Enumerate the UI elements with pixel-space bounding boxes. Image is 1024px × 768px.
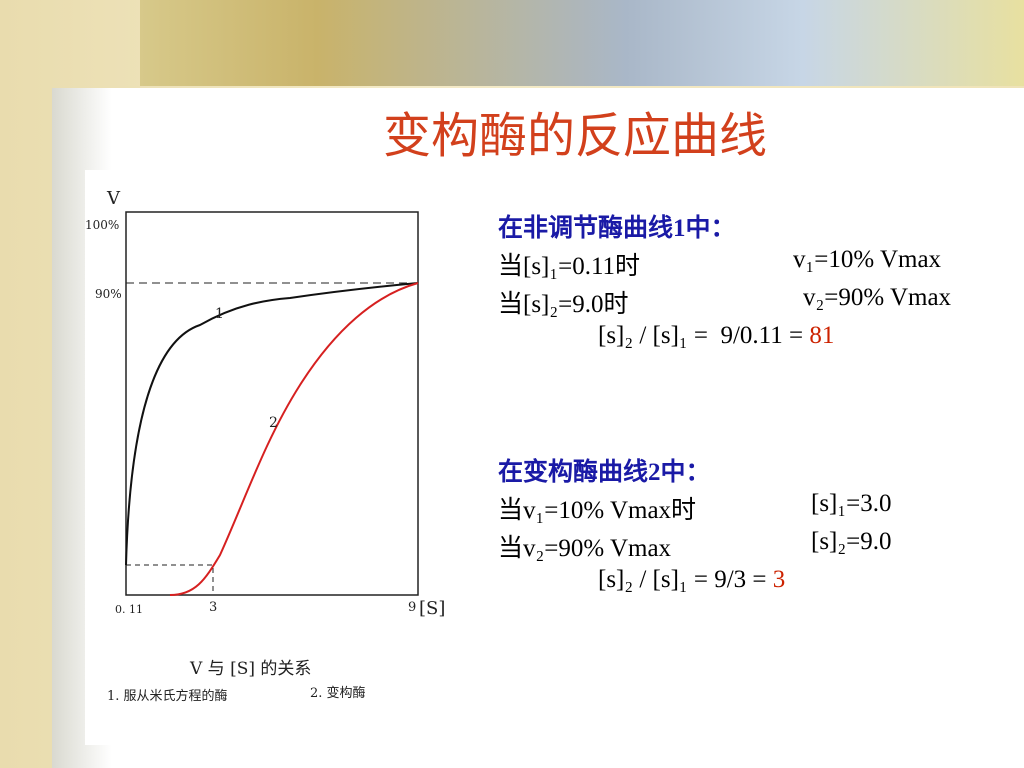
note-text: [s]₂ / [s]₁ = 9/3 = xyxy=(598,566,773,593)
x-label: 3 xyxy=(209,600,217,615)
plot-frame xyxy=(125,211,419,596)
note-text: 当[s]₂=9.0时 xyxy=(498,291,629,318)
y-label-90: 90% xyxy=(95,287,122,301)
note-block: 在非调节酶曲线1中： 当[s]₁=0.11时 v₁=10% Vmax 当[s]₂=… xyxy=(498,208,951,360)
note-ratio: [s]₂ / [s]₁ = 9/3 = 3 xyxy=(498,566,785,604)
note-text: v₁=10% Vmax xyxy=(793,246,942,273)
x-label: 9 xyxy=(408,600,416,615)
curve-label: 2 xyxy=(269,415,278,431)
note-text: 当[s]₁=0.11时 xyxy=(498,253,641,280)
curve-label: 1 xyxy=(215,306,224,322)
y-label-100: 100% xyxy=(85,218,119,232)
note-text: 当v₂=90% Vmax xyxy=(498,535,672,562)
legend-item: 2. 变构酶 xyxy=(310,685,366,701)
title: 变构酶的反应曲线 xyxy=(382,110,767,163)
x-label: 0. 11 xyxy=(115,603,143,616)
note-text: [s]₁=3.0 xyxy=(811,490,892,517)
note-line: 当v₁=10% Vmax时 [s]₁=3.0 xyxy=(498,490,891,528)
banner-image xyxy=(140,0,1024,86)
note-line: 当v₂=90% Vmax [s]₂=9.0 xyxy=(498,528,891,566)
note-text: 当v₁=10% Vmax时 xyxy=(498,497,697,524)
note-text: v₂=90% Vmax xyxy=(803,284,952,311)
note-block: 在变构酶曲线2中： 当v₁=10% Vmax时 [s]₁=3.0 当v₂=90% … xyxy=(498,452,891,604)
note-result: 81 xyxy=(809,322,835,349)
curve-2 xyxy=(169,282,419,596)
y-axis-label: V xyxy=(106,188,121,209)
dash-10 xyxy=(126,564,214,595)
x-axis-label: [S] xyxy=(419,598,445,619)
note-line: 当[s]₂=9.0时 v₂=90% Vmax xyxy=(498,284,951,322)
caption: V 与 [S] 的关系 xyxy=(189,659,311,679)
note-line: 当[s]₁=0.11时 v₁=10% Vmax xyxy=(498,246,941,284)
legend-item: 1. 服从米氏方程的酶 xyxy=(107,688,228,704)
note-text: [s]₂ / [s]₁ = 9/0.11 = xyxy=(598,322,810,349)
note-text: [s]₂=9.0 xyxy=(811,528,892,555)
figure: V 100% 90% 1 2 0. 11 3 9 [S] V 与 [S] 的关系… xyxy=(85,170,470,745)
note-heading: 在变构酶曲线2中： xyxy=(498,459,711,486)
note-ratio: [s]₂ / [s]₁ = 9/0.11 = 81 xyxy=(498,322,834,360)
note-result: 3 xyxy=(772,566,786,593)
curve-1 xyxy=(125,282,419,566)
note-heading: 在非调节酶曲线1中： xyxy=(498,215,736,242)
